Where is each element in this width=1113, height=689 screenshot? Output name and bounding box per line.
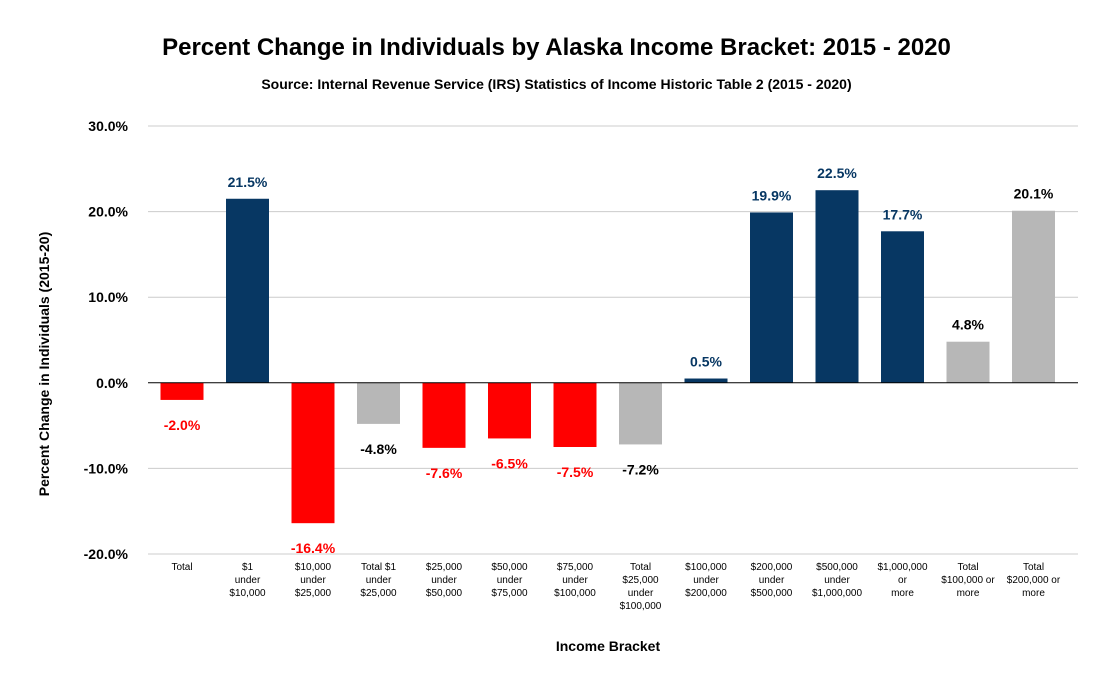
bar bbox=[226, 198, 269, 383]
x-tick-label: $10,000 under $25,000 bbox=[295, 562, 332, 599]
data-label: -2.0% bbox=[164, 417, 201, 433]
x-tick-label: $100,000 under $200,000 bbox=[685, 562, 727, 599]
data-label: 4.8% bbox=[952, 317, 984, 333]
chart-title: Percent Change in Individuals by Alaska … bbox=[162, 34, 951, 61]
x-tick-label: Total $100,000 or more bbox=[941, 562, 995, 599]
bar bbox=[881, 231, 924, 383]
bar bbox=[684, 378, 728, 383]
x-tick-label: $500,000 under $1,000,000 bbox=[812, 562, 862, 599]
data-label: -4.8% bbox=[360, 441, 397, 457]
data-label: -7.5% bbox=[557, 464, 594, 480]
data-label: 0.5% bbox=[690, 354, 722, 370]
y-tick-label: 10.0% bbox=[88, 289, 128, 305]
data-label: 22.5% bbox=[817, 165, 857, 181]
x-tick-label: $1,000,000 or more bbox=[877, 562, 927, 599]
x-tick-label: $25,000 under $50,000 bbox=[426, 562, 463, 599]
gridlines bbox=[148, 125, 1078, 555]
bar bbox=[750, 212, 793, 383]
data-label: -6.5% bbox=[491, 455, 528, 471]
y-tick-label: 30.0% bbox=[88, 118, 128, 134]
bar bbox=[357, 382, 400, 424]
bar bbox=[553, 382, 597, 447]
bar bbox=[815, 190, 859, 383]
data-label: 17.7% bbox=[883, 206, 923, 222]
y-axis-title: Percent Change in Individuals (2015-20) bbox=[36, 232, 52, 497]
x-axis-ticks: Total $1 under $10,000 $10,000 under $25,000 To… bbox=[171, 562, 1060, 612]
data-labels: -2.0% 21.5% -16.4% -4.8% -7.6% -6.5% -7.5% -7.2… bbox=[164, 165, 1054, 556]
bar bbox=[160, 382, 204, 400]
y-tick-label: 0.0% bbox=[96, 375, 128, 391]
x-tick-label: Total $25,000 under $100,000 bbox=[620, 562, 662, 612]
x-axis-title: Income Bracket bbox=[556, 638, 661, 654]
data-label: -7.6% bbox=[426, 465, 463, 481]
data-label: 19.9% bbox=[752, 187, 792, 203]
chart-subtitle: Source: Internal Revenue Service (IRS) S… bbox=[261, 76, 852, 92]
bar bbox=[291, 382, 335, 524]
data-label: -7.2% bbox=[622, 461, 659, 477]
y-axis-ticks: 30.0% 20.0% 10.0% 0.0% -10.0% -20.0% bbox=[84, 118, 129, 562]
y-tick-label: 20.0% bbox=[88, 204, 128, 220]
bars bbox=[160, 190, 1055, 524]
y-tick-label: -10.0% bbox=[84, 460, 129, 476]
bar bbox=[422, 382, 466, 448]
x-tick-label: $75,000 under $100,000 bbox=[554, 562, 596, 599]
bar bbox=[946, 341, 990, 383]
x-tick-label: $200,000 under $500,000 bbox=[751, 562, 793, 599]
bar bbox=[619, 382, 662, 445]
data-label: 20.1% bbox=[1014, 186, 1054, 202]
bar bbox=[1012, 210, 1055, 383]
x-tick-label: $1 under $10,000 bbox=[229, 562, 266, 599]
x-tick-label: Total $200,000 or more bbox=[1007, 562, 1061, 599]
x-tick-label: $50,000 under $75,000 bbox=[491, 562, 528, 599]
bar bbox=[488, 382, 531, 439]
data-label: -16.4% bbox=[291, 540, 336, 556]
x-tick-label: Total $1 under $25,000 bbox=[360, 562, 397, 599]
x-tick-label: Total bbox=[171, 562, 192, 573]
y-tick-label: -20.0% bbox=[84, 546, 129, 562]
data-label: 21.5% bbox=[228, 174, 268, 190]
